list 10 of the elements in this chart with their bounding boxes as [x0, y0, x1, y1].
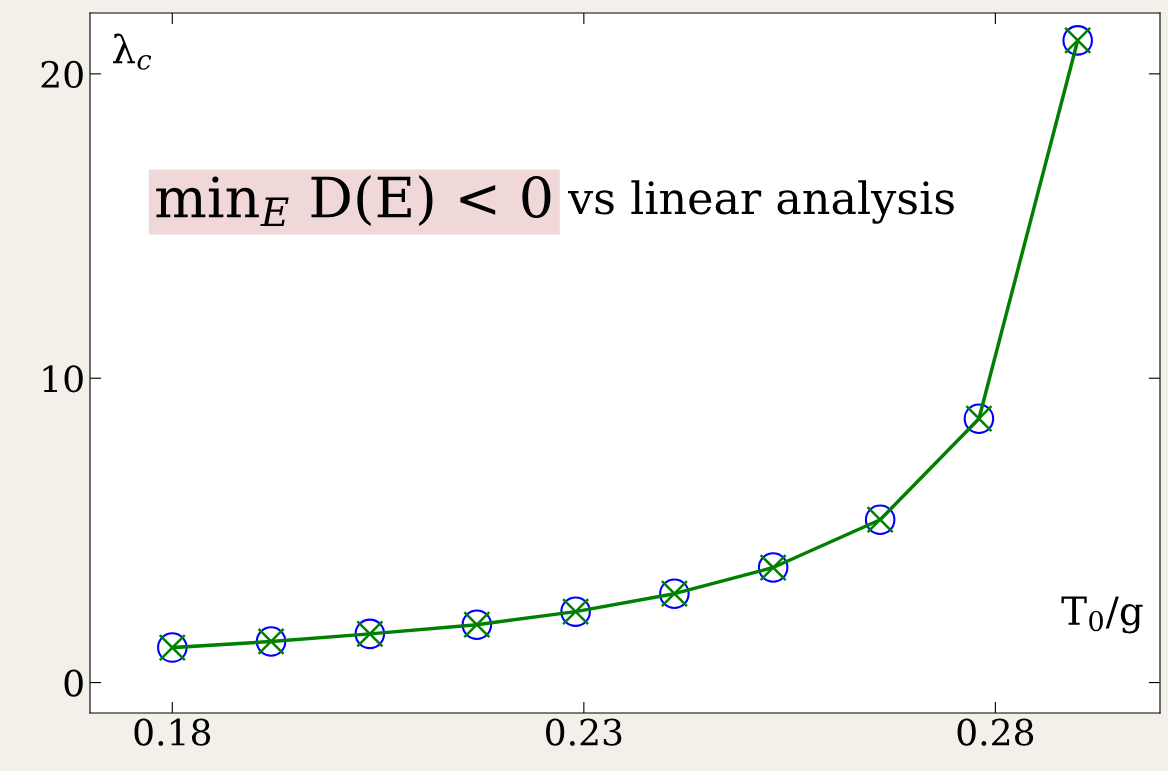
- y-tick-label: 10: [43, 365, 83, 393]
- x-axis-title: T$_{0}$/g: [1061, 596, 1143, 634]
- y-tick-label: 0: [64, 669, 83, 697]
- y-axis-title: λ$_{c}$: [113, 33, 152, 70]
- annotation: min$_{E}$ D(E) < 0: [156, 175, 551, 226]
- annotation: vs linear analysis: [567, 180, 954, 224]
- x-tick-label: 0.18: [134, 718, 211, 746]
- y-tick-label: 20: [41, 60, 83, 89]
- x-tick-label: 0.23: [546, 718, 622, 746]
- x-tick-label: 0.28: [957, 718, 1034, 746]
